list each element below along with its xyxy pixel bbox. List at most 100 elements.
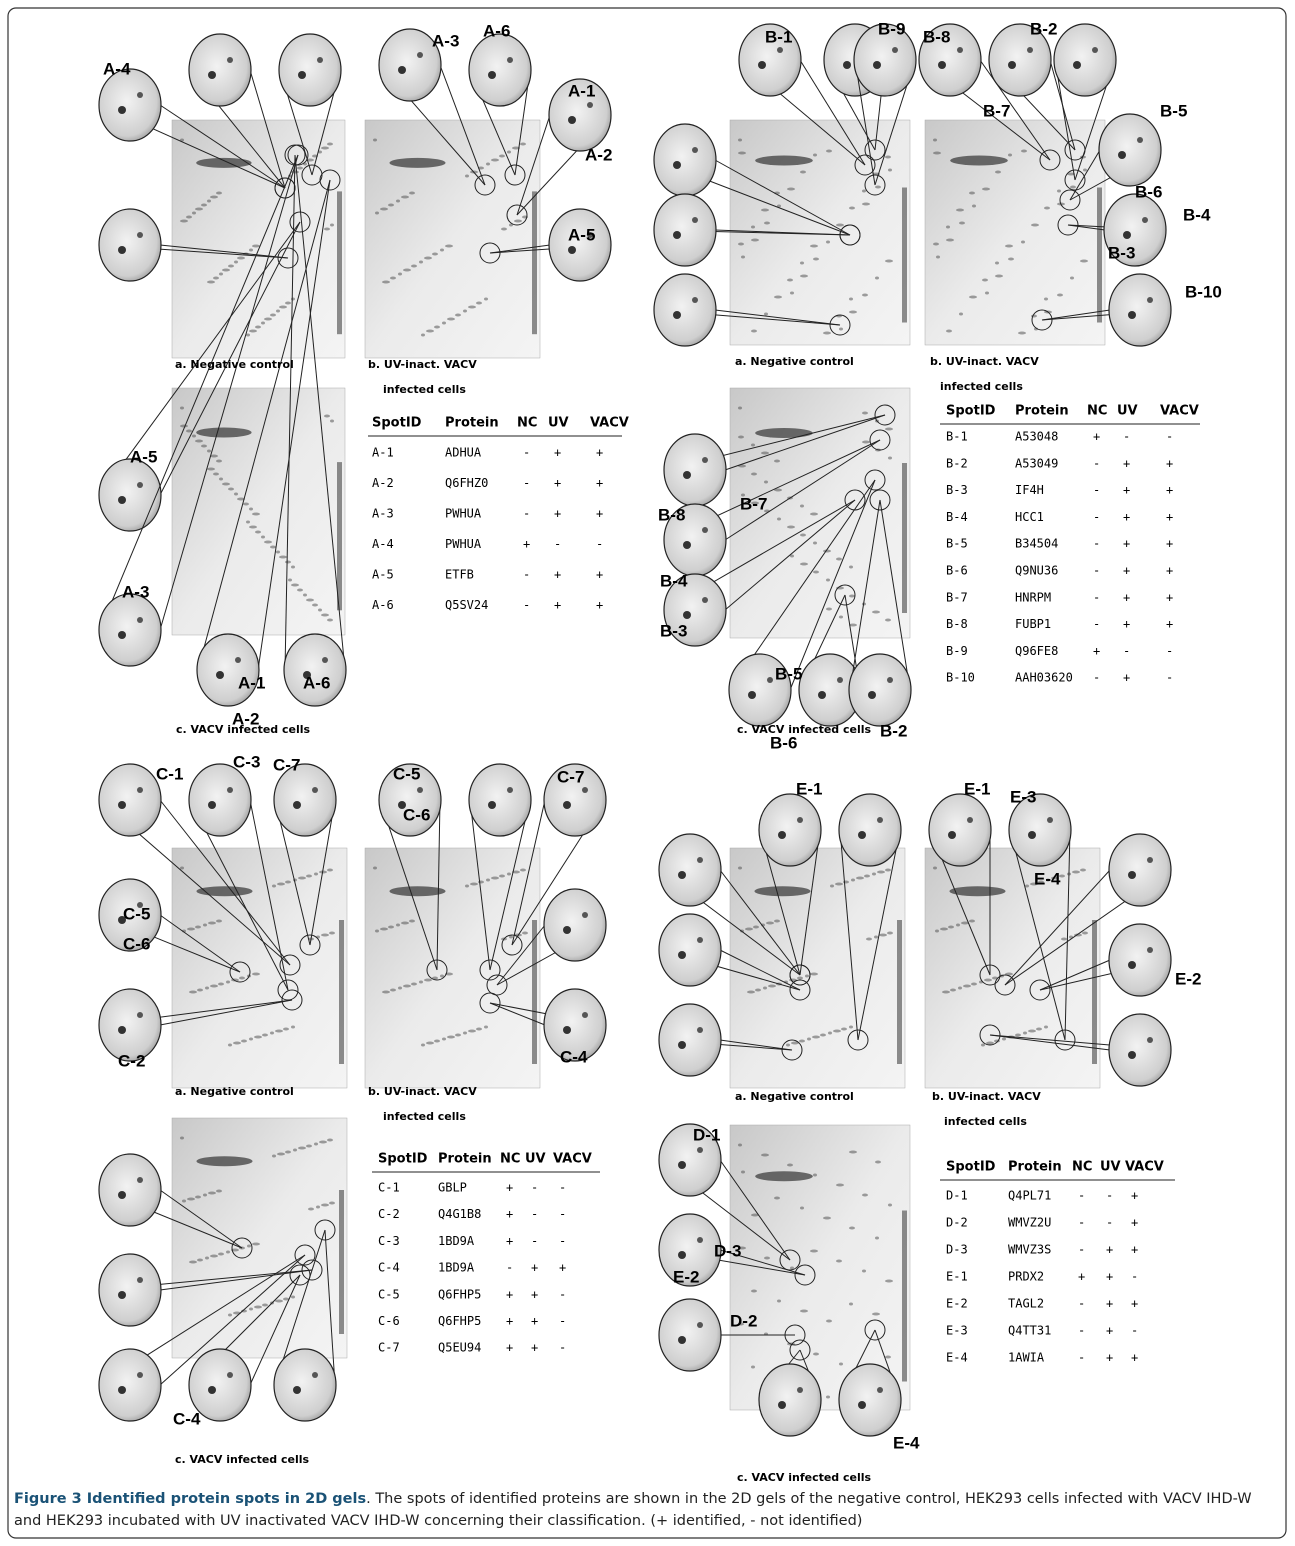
zoom-spot: [488, 801, 496, 809]
table-cell: A-6: [372, 598, 394, 612]
zoom-spot: [778, 1401, 786, 1409]
zoom-bubble: [548, 208, 612, 282]
gel-spot: [476, 1027, 482, 1031]
gel-spot: [839, 1362, 843, 1366]
table-cell: B34504: [1015, 537, 1058, 551]
zoom-bubble: [758, 1363, 822, 1437]
table-cell: A-5: [372, 568, 394, 582]
table-cell: +: [1123, 537, 1130, 551]
spot-marker: [1064, 169, 1086, 191]
connector: [857, 829, 901, 1041]
gel-band: [389, 157, 446, 168]
zoom-spot: [1128, 311, 1136, 319]
gel-spot: [486, 162, 490, 166]
table-cell: A-4: [372, 537, 394, 551]
gel-spot: [875, 185, 881, 189]
zoom-spot: [692, 147, 698, 153]
gel-spot: [1057, 293, 1063, 297]
table-cell: -: [1078, 1216, 1085, 1230]
spot-marker: [979, 1024, 1001, 1046]
gel-spot: [986, 1041, 994, 1045]
gel-spot: [440, 248, 444, 252]
gel-spot: [277, 882, 285, 886]
spot-label: E-3: [1010, 787, 1036, 806]
table-cell: +: [1131, 1243, 1138, 1257]
gel-spot: [491, 158, 499, 162]
gel-edge: [902, 463, 907, 613]
table-cell: Q4TT31: [1008, 1324, 1051, 1338]
gel-spot: [887, 931, 893, 935]
gel-spot: [447, 1035, 455, 1039]
gel-spot: [805, 974, 809, 978]
gel-spot: [885, 1279, 893, 1283]
spot-label: B-6: [1135, 182, 1162, 201]
table-cell: C-2: [378, 1207, 400, 1221]
spot-label: A-2: [585, 145, 612, 164]
gel-spot: [751, 443, 755, 447]
gel-band: [755, 1171, 813, 1182]
connector: [719, 1039, 793, 1051]
zoom-spot: [417, 52, 423, 58]
gel-spot: [875, 276, 879, 280]
zoom-spot: [118, 1191, 126, 1199]
gel-spot: [982, 187, 990, 191]
gel-spot: [291, 1295, 295, 1299]
gel-spot: [747, 990, 755, 994]
gel-spot: [390, 988, 396, 992]
connector: [719, 949, 801, 991]
gel-spot: [1061, 937, 1067, 941]
gel-spot: [956, 923, 960, 927]
gel-spot: [1021, 240, 1025, 244]
zoom-bubble: [378, 28, 442, 102]
gel-spot: [836, 1259, 842, 1263]
spot-marker: [479, 242, 501, 264]
table-cell: AAH03620: [1015, 671, 1073, 685]
zoom-spot: [797, 1387, 803, 1393]
gel-spot: [276, 309, 280, 313]
gel-spot: [373, 138, 377, 142]
gel-spot: [872, 1312, 880, 1316]
table-cell: -: [506, 1261, 513, 1275]
table-cell: +: [506, 1314, 513, 1328]
zoom-bubble: [543, 988, 607, 1062]
spot-label: E-1: [964, 779, 990, 798]
frame: [7, 7, 1287, 1539]
gel-spot: [813, 153, 817, 157]
zoom-spot: [697, 1322, 703, 1328]
table-cell: A53049: [1015, 456, 1058, 470]
table-header: Protein: [438, 1152, 492, 1167]
table-cell: Q6FHP5: [438, 1314, 481, 1328]
gel-spot: [237, 497, 245, 501]
gel-spot: [807, 1037, 811, 1041]
panel-caption: infected cells: [383, 1110, 466, 1123]
zoom-bubble: [98, 458, 162, 532]
zoom-bubble: [98, 1153, 162, 1227]
gel-spot: [1044, 297, 1048, 301]
zoom-spot: [118, 1291, 126, 1299]
zoom-spot: [868, 691, 876, 699]
spot-label: B-4: [1183, 205, 1211, 224]
zoom-bubble: [468, 763, 532, 837]
gel-spot: [800, 1206, 804, 1210]
connector: [489, 799, 531, 971]
gel-spot: [800, 1309, 808, 1313]
gel-spot: [207, 280, 215, 284]
gel-spot: [312, 603, 318, 607]
connector: [1054, 59, 1076, 181]
spot-label: B-1: [765, 27, 792, 46]
gel-spot: [195, 439, 203, 443]
gel-spot: [375, 211, 379, 215]
table-cell: 1AWIA: [1008, 1351, 1045, 1365]
zoom-bubble: [653, 273, 717, 347]
gel-spot: [826, 240, 830, 244]
zoom-spot: [208, 801, 216, 809]
gel-spot: [330, 223, 334, 227]
gel-spot: [856, 876, 864, 880]
gel-spot: [933, 138, 937, 142]
gel-spot: [478, 880, 484, 884]
gel-spot: [830, 884, 834, 888]
gel-spot: [297, 588, 303, 592]
gel-spot: [484, 1025, 488, 1029]
table-cell: -: [1093, 456, 1100, 470]
gel-spot: [738, 1246, 746, 1250]
